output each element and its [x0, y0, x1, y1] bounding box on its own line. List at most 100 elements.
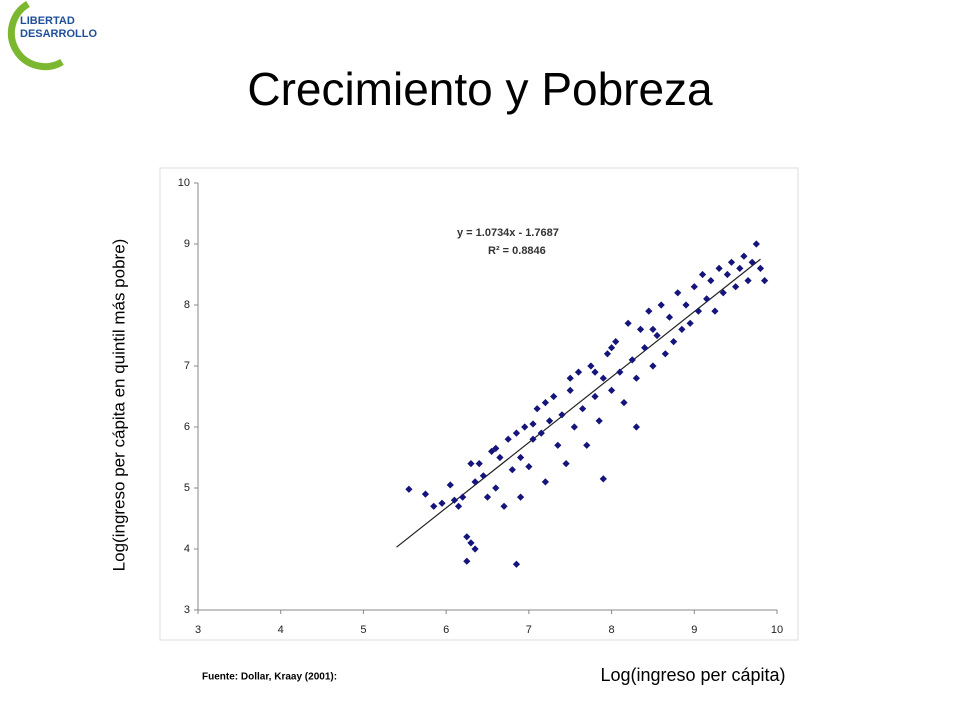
point: [583, 441, 591, 449]
point: [682, 301, 690, 309]
point: [450, 496, 459, 504]
point: [649, 325, 657, 333]
point: [587, 362, 595, 370]
x-tick-label: 4: [278, 624, 284, 636]
point: [421, 490, 430, 498]
point: [707, 277, 715, 285]
point: [607, 344, 616, 352]
source: Fuente: Dollar, Kraay (2001):: [202, 672, 337, 683]
point: [471, 545, 479, 553]
point: [670, 338, 678, 346]
point: [479, 472, 487, 480]
point: [649, 362, 657, 370]
point: [405, 485, 413, 493]
point: [732, 283, 740, 291]
point: [521, 423, 529, 431]
point: [541, 399, 549, 407]
y-tick-label: 8: [184, 299, 190, 311]
y-tick-label: 7: [184, 360, 190, 372]
point: [632, 423, 640, 431]
point: [446, 481, 454, 489]
point: [678, 325, 686, 333]
point: [463, 533, 471, 541]
point: [463, 557, 471, 565]
point: [574, 368, 583, 376]
point: [744, 277, 752, 285]
point: [529, 420, 537, 428]
y-tick-label: 4: [184, 543, 190, 555]
point: [438, 499, 446, 507]
point: [686, 319, 694, 327]
point: [516, 453, 525, 462]
point: [632, 374, 640, 382]
point: [562, 460, 570, 468]
point: [525, 463, 533, 471]
y-tick-label: 10: [178, 177, 190, 189]
point: [628, 356, 636, 364]
point: [748, 258, 756, 266]
point: [545, 417, 554, 425]
point: [475, 460, 483, 468]
plot-frame: [159, 167, 799, 641]
point: [550, 392, 558, 401]
point: [760, 277, 769, 285]
point: [665, 313, 674, 321]
point: [624, 319, 632, 327]
point: [496, 453, 504, 462]
y-tick-label: 6: [184, 421, 190, 433]
point: [657, 301, 665, 309]
x-axis-label: Log(ingreso per cápita): [600, 665, 785, 685]
x-tick-label: 8: [609, 624, 615, 636]
point: [430, 502, 438, 510]
point: [607, 386, 616, 394]
point: [674, 289, 682, 297]
point: [471, 478, 479, 486]
point: [554, 441, 562, 449]
point: [558, 411, 566, 419]
point: [756, 264, 765, 272]
x-tick-label: 9: [691, 624, 697, 636]
logo-arc: [7, 0, 64, 71]
point: [454, 502, 463, 510]
point: [488, 447, 496, 455]
point: [694, 307, 703, 315]
logo: LIBERTAD DESARROLLO: [7, 0, 97, 71]
point: [603, 350, 612, 358]
point: [512, 560, 521, 568]
point: [715, 264, 723, 272]
point: [467, 460, 475, 468]
point: [492, 444, 500, 452]
point: [653, 331, 661, 340]
point: [645, 307, 653, 315]
point: [740, 252, 748, 260]
point: [591, 392, 599, 401]
point: [529, 435, 537, 443]
y-axis-label: Log(ingreso per cápita en quintil más po…: [109, 239, 128, 572]
point: [579, 405, 587, 413]
slide-title: Crecimiento y Pobreza: [247, 63, 713, 115]
x-tick-label: 7: [526, 624, 532, 636]
point: [661, 350, 669, 358]
point: [641, 344, 649, 352]
point: [719, 289, 727, 297]
point: [508, 466, 516, 474]
logo-text: DESARROLLO: [20, 28, 97, 40]
point: [467, 539, 475, 547]
point: [459, 493, 467, 501]
y-tick-label: 5: [184, 482, 190, 494]
x-tick-label: 10: [771, 624, 783, 636]
point: [537, 429, 545, 437]
point: [483, 493, 492, 501]
point: [599, 475, 607, 483]
point: [752, 240, 760, 248]
point: [736, 264, 744, 272]
point: [591, 368, 599, 376]
point: [595, 417, 603, 425]
point: [616, 368, 624, 376]
point: [566, 374, 574, 382]
point: [698, 270, 707, 279]
point: [541, 478, 549, 486]
point: [727, 258, 736, 266]
